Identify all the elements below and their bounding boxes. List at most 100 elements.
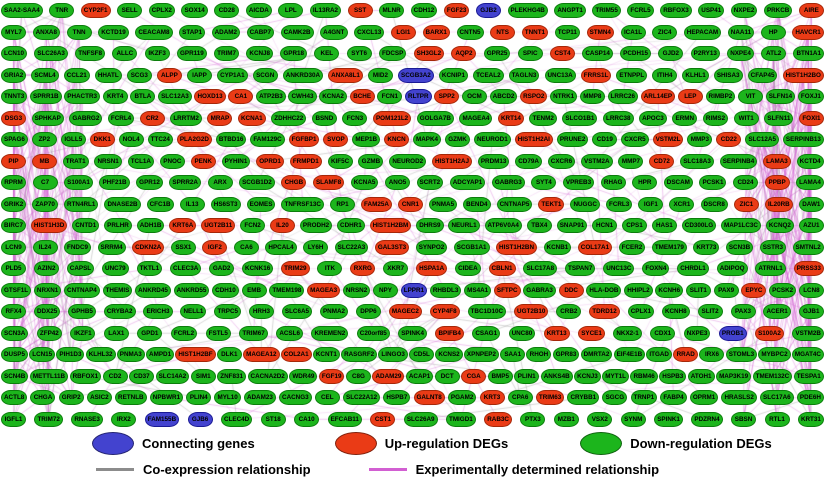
- gene-node[interactable]: MS4A1: [464, 282, 492, 298]
- gene-node[interactable]: CPS1: [621, 218, 647, 234]
- gene-node[interactable]: FOXN4: [642, 261, 670, 277]
- gene-node[interactable]: SLIT2: [697, 304, 723, 320]
- gene-node[interactable]: LY6H: [303, 239, 329, 255]
- gene-node[interactable]: HLA-DOB: [586, 282, 622, 298]
- gene-node[interactable]: CIDEA: [455, 261, 481, 277]
- gene-node[interactable]: SNAP91: [556, 218, 588, 234]
- gene-node[interactable]: SLC12A3: [158, 89, 192, 105]
- gene-node[interactable]: MAGEA12: [243, 347, 280, 363]
- gene-node[interactable]: TMEM198: [269, 282, 305, 298]
- gene-node[interactable]: KEL: [314, 46, 340, 62]
- gene-node[interactable]: HSPB3: [659, 368, 687, 384]
- gene-node[interactable]: LGI1: [390, 24, 416, 40]
- gene-node[interactable]: LRRC38: [603, 110, 634, 126]
- gene-node[interactable]: SLFN11: [764, 110, 794, 126]
- gene-node[interactable]: TNNT3: [1, 89, 28, 105]
- gene-node[interactable]: GJB2: [475, 3, 501, 18]
- gene-node[interactable]: SST: [347, 3, 373, 18]
- gene-node[interactable]: EFCAB11: [327, 411, 362, 427]
- gene-node[interactable]: GRIK2: [1, 196, 27, 212]
- gene-node[interactable]: NTS: [490, 24, 516, 40]
- gene-node[interactable]: KRT3: [479, 390, 505, 406]
- gene-node[interactable]: CNTD1: [72, 218, 100, 234]
- gene-node[interactable]: PNMA3: [116, 347, 145, 363]
- gene-node[interactable]: ETNPPL: [616, 67, 648, 83]
- gene-node[interactable]: PRLHR: [104, 218, 132, 234]
- gene-node[interactable]: IGF1: [638, 196, 664, 212]
- gene-node[interactable]: PGAM2: [447, 390, 477, 406]
- gene-node[interactable]: PRSS33: [793, 261, 824, 277]
- gene-node[interactable]: FCN3: [342, 110, 368, 126]
- gene-node[interactable]: VSTM2A: [581, 153, 613, 169]
- gene-node[interactable]: UNC80: [508, 325, 536, 341]
- gene-node[interactable]: IGF2: [202, 239, 228, 255]
- gene-node[interactable]: MRAP: [207, 110, 233, 126]
- gene-node[interactable]: TRIM67: [239, 325, 268, 341]
- gene-node[interactable]: PDZRN4: [691, 411, 723, 427]
- gene-node[interactable]: PAX9: [713, 282, 739, 298]
- gene-node[interactable]: ITGAD: [646, 347, 672, 363]
- gene-node[interactable]: TSPAN7: [564, 261, 596, 277]
- gene-node[interactable]: CBLN1: [488, 261, 516, 277]
- gene-node[interactable]: KLHL1: [682, 67, 709, 83]
- gene-node[interactable]: ZIC4: [652, 24, 678, 40]
- gene-node[interactable]: HIST1H2BF: [175, 347, 216, 363]
- gene-node[interactable]: CDHR1: [337, 218, 365, 234]
- gene-node[interactable]: GJB1: [798, 304, 824, 320]
- gene-node[interactable]: UGT2B10: [514, 304, 549, 320]
- gene-node[interactable]: PRDM13: [477, 153, 510, 169]
- gene-node[interactable]: CR2: [139, 110, 165, 126]
- gene-node[interactable]: GPR119: [176, 46, 207, 62]
- gene-node[interactable]: RP1: [329, 196, 355, 212]
- gene-node[interactable]: KCNA5: [350, 175, 379, 191]
- gene-node[interactable]: SYCE1: [578, 325, 605, 341]
- gene-node[interactable]: SERPINB4: [719, 153, 758, 169]
- gene-node[interactable]: SCN3A: [1, 325, 29, 341]
- gene-node[interactable]: KCNIP1: [438, 67, 468, 83]
- gene-node[interactable]: IL24: [32, 239, 58, 255]
- gene-node[interactable]: MAGEA4: [459, 110, 493, 126]
- gene-node[interactable]: UGT2B11: [201, 218, 236, 234]
- gene-node[interactable]: UNC79: [102, 261, 129, 277]
- gene-node[interactable]: PAX3: [730, 304, 756, 320]
- gene-node[interactable]: SLCO1B1: [562, 110, 598, 126]
- gene-node[interactable]: LEP: [677, 89, 703, 105]
- gene-node[interactable]: ZP2: [31, 132, 57, 148]
- gene-node[interactable]: CRYBA2: [103, 304, 136, 320]
- gene-node[interactable]: PIH1D3: [56, 347, 85, 363]
- gene-node[interactable]: ADAM23: [243, 390, 276, 406]
- gene-node[interactable]: USP41: [698, 3, 725, 18]
- gene-node[interactable]: PROB1: [718, 325, 747, 341]
- gene-node[interactable]: PRUNE2: [556, 132, 589, 148]
- gene-node[interactable]: GABRG2: [69, 110, 103, 126]
- gene-node[interactable]: NAA11: [727, 24, 755, 40]
- gene-node[interactable]: CA6: [233, 239, 259, 255]
- gene-node[interactable]: CEACAM8: [135, 24, 173, 40]
- gene-node[interactable]: SH3GL2: [413, 46, 445, 62]
- gene-node[interactable]: PNMA5: [429, 196, 458, 212]
- gene-node[interactable]: KCNH6: [655, 282, 684, 298]
- gene-node[interactable]: KCNH8: [661, 304, 690, 320]
- gene-node[interactable]: LRRTM2: [170, 110, 202, 126]
- gene-node[interactable]: WIT1: [733, 110, 759, 126]
- gene-node[interactable]: GAL3ST3: [374, 239, 410, 255]
- gene-node[interactable]: LAX1: [103, 325, 129, 341]
- gene-node[interactable]: CD19: [592, 132, 618, 148]
- gene-node[interactable]: TMEM132C: [752, 368, 793, 384]
- gene-node[interactable]: BTLA: [130, 89, 156, 105]
- gene-node[interactable]: HRH3: [248, 304, 274, 320]
- gene-node[interactable]: FOXJ1: [797, 89, 824, 105]
- gene-node[interactable]: SAA1: [500, 347, 526, 363]
- gene-node[interactable]: EOMES: [246, 196, 276, 212]
- gene-node[interactable]: NXPE3: [683, 325, 711, 341]
- gene-node[interactable]: MYBPC2: [758, 347, 791, 363]
- gene-node[interactable]: CLEC3A: [170, 261, 202, 277]
- gene-node[interactable]: GAD2: [209, 261, 235, 277]
- gene-node[interactable]: METTL11B: [29, 368, 69, 384]
- gene-node[interactable]: CACNA2D2: [247, 368, 288, 384]
- gene-node[interactable]: RLTPR: [405, 89, 432, 105]
- gene-node[interactable]: AZIN2: [33, 261, 59, 277]
- gene-node[interactable]: NPY: [372, 282, 398, 298]
- gene-node[interactable]: CD300LG: [681, 218, 717, 234]
- gene-node[interactable]: FAM129C: [250, 132, 285, 148]
